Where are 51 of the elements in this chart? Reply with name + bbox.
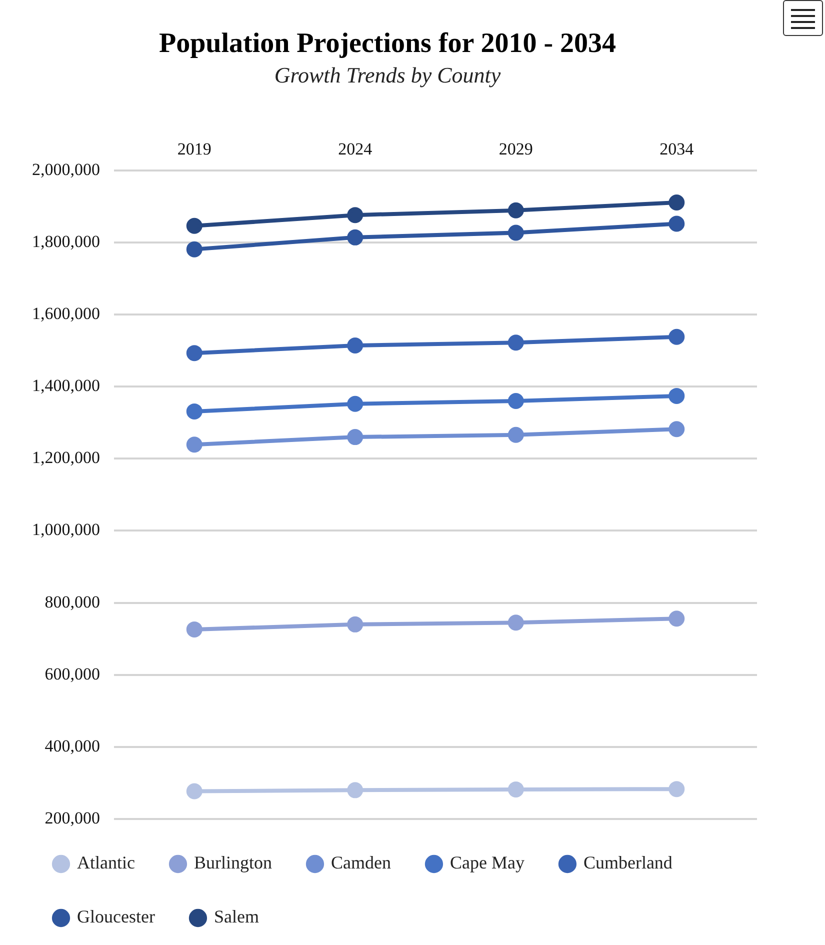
point	[668, 194, 685, 210]
legend-label: Cumberland	[583, 852, 672, 873]
point	[508, 224, 524, 241]
point	[186, 403, 202, 420]
point	[668, 421, 685, 438]
point	[186, 621, 202, 638]
y-tick-label: 200,000	[44, 808, 100, 828]
point	[508, 202, 524, 218]
point	[668, 328, 685, 345]
point	[668, 388, 685, 404]
y-tick-label: 600,000	[44, 664, 100, 684]
x-tick-label: 2024	[338, 140, 373, 159]
y-tick-label: 2,000,000	[32, 160, 100, 179]
y-tick-label: 800,000	[44, 592, 100, 612]
x-tick-label: 2019	[177, 140, 212, 159]
y-tick-label: 1,200,000	[32, 448, 100, 468]
x-tick-label: 2029	[498, 140, 533, 159]
point	[186, 218, 202, 234]
point	[508, 393, 524, 410]
chart-title: Population Projections for 2010 - 2034	[158, 28, 616, 60]
point	[668, 610, 685, 627]
point	[347, 782, 364, 798]
point	[186, 345, 202, 362]
point	[186, 436, 202, 453]
point	[347, 338, 364, 354]
y-tick-label: 1,000,000	[32, 520, 100, 540]
y-tick-label: 400,000	[44, 736, 100, 756]
legend-label: Gloucester	[77, 906, 155, 927]
legend-label: Camden	[330, 852, 391, 873]
point	[508, 614, 524, 631]
point	[347, 207, 364, 224]
legend-label: Salem	[214, 906, 259, 927]
point	[347, 616, 364, 632]
point	[347, 429, 364, 446]
y-tick-label: 1,800,000	[32, 232, 100, 251]
point	[508, 426, 524, 443]
y-tick-label: 1,400,000	[32, 376, 100, 396]
point	[186, 783, 202, 800]
legend-label: Burlington	[194, 852, 272, 873]
point	[668, 216, 685, 232]
chart-subtitle: Growth Trends by County	[274, 62, 501, 88]
point	[668, 781, 685, 798]
point	[508, 334, 524, 351]
y-tick-label: 1,600,000	[32, 304, 100, 323]
legend-label: Cape May	[450, 852, 524, 873]
point	[347, 396, 364, 412]
point	[186, 241, 202, 258]
point	[347, 229, 364, 246]
point	[508, 781, 524, 798]
x-tick-label: 2034	[660, 140, 694, 159]
legend-label: Atlantic	[77, 852, 135, 873]
